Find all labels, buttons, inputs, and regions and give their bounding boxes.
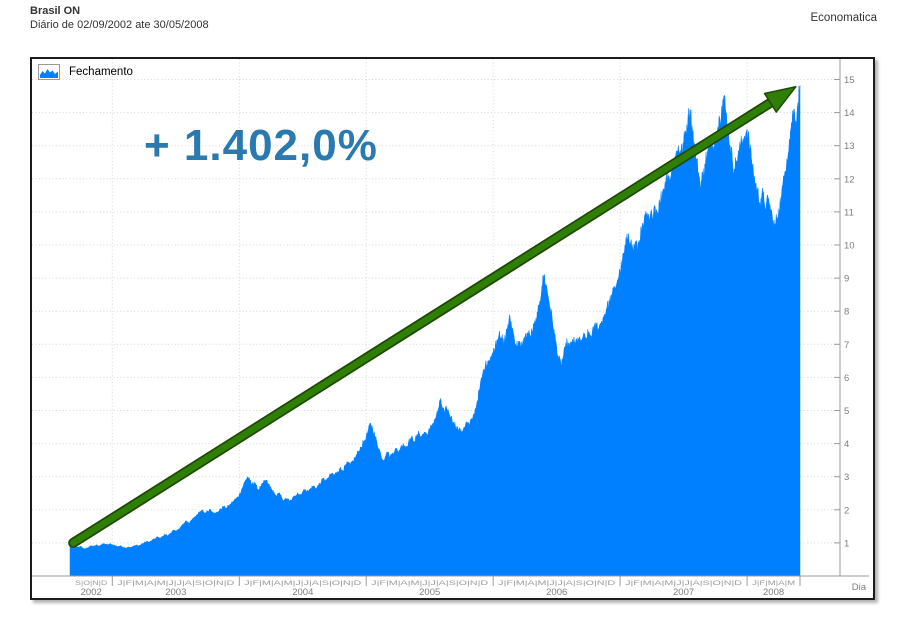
svg-text:2006: 2006 bbox=[546, 587, 567, 598]
svg-text:2: 2 bbox=[844, 505, 849, 516]
svg-text:2003: 2003 bbox=[165, 587, 186, 598]
area-series bbox=[69, 85, 801, 577]
legend-area-glyph bbox=[40, 69, 58, 78]
svg-text:10: 10 bbox=[844, 241, 855, 252]
svg-text:12: 12 bbox=[844, 174, 855, 185]
svg-text:4: 4 bbox=[844, 439, 849, 450]
gain-annotation: + 1.402,0% bbox=[144, 121, 378, 170]
svg-text:11: 11 bbox=[844, 207, 854, 218]
svg-text:J|F|M|A|M|J|J|A|S|O|N|D: J|F|M|A|M|J|J|A|S|O|N|D bbox=[244, 580, 362, 587]
svg-text:2004: 2004 bbox=[292, 587, 313, 598]
svg-text:Dia: Dia bbox=[852, 582, 867, 593]
svg-text:3: 3 bbox=[844, 472, 849, 483]
svg-text:J|F|M|A|M: J|F|M|A|M bbox=[752, 580, 795, 587]
svg-text:J|F|M|A|M|J|J|A|S|O|N|D: J|F|M|A|M|J|J|A|S|O|N|D bbox=[117, 580, 235, 587]
svg-text:J|F|M|A|M|J|J|A|S|O|N|D: J|F|M|A|M|J|J|A|S|O|N|D bbox=[371, 580, 489, 587]
svg-text:2002: 2002 bbox=[81, 587, 102, 598]
legend: Fechamento bbox=[38, 64, 133, 80]
legend-series-label: Fechamento bbox=[69, 66, 133, 78]
svg-text:6: 6 bbox=[844, 373, 849, 384]
svg-text:S|O|N|D: S|O|N|D bbox=[75, 580, 108, 587]
svg-text:2005: 2005 bbox=[419, 587, 440, 598]
svg-text:15: 15 bbox=[844, 75, 855, 86]
svg-text:7: 7 bbox=[844, 340, 849, 351]
svg-text:1: 1 bbox=[844, 538, 849, 549]
page-subtitle: Diário de 02/09/2002 ate 30/05/2008 bbox=[30, 19, 209, 31]
svg-text:13: 13 bbox=[844, 141, 855, 152]
area-chart-icon bbox=[38, 64, 60, 80]
price-chart-svg: 123456789101112131415S|O|N|D2002J|F|M|A|… bbox=[32, 59, 869, 598]
svg-text:J|F|M|A|M|J|J|A|S|O|N|D: J|F|M|A|M|J|J|A|S|O|N|D bbox=[625, 580, 743, 587]
svg-text:5: 5 bbox=[844, 406, 849, 417]
axes-layer: 123456789101112131415S|O|N|D2002J|F|M|A|… bbox=[32, 59, 869, 598]
trend-arrow bbox=[68, 86, 797, 548]
page-title: Brasil ON bbox=[30, 5, 81, 17]
svg-text:14: 14 bbox=[844, 108, 855, 119]
brand-label: Economatica bbox=[810, 12, 877, 24]
svg-text:8: 8 bbox=[844, 307, 849, 318]
svg-text:2008: 2008 bbox=[763, 587, 784, 598]
svg-text:J|F|M|A|M|J|J|A|S|O|N|D: J|F|M|A|M|J|J|A|S|O|N|D bbox=[498, 580, 616, 587]
chart-panel: 1 2 3 4 5 6 7 8 9 10 11 12 13 14 15 S|O|N|D 2002 J|F|M|A|… bbox=[30, 57, 875, 600]
svg-text:9: 9 bbox=[844, 274, 849, 285]
svg-text:2007: 2007 bbox=[673, 587, 694, 598]
